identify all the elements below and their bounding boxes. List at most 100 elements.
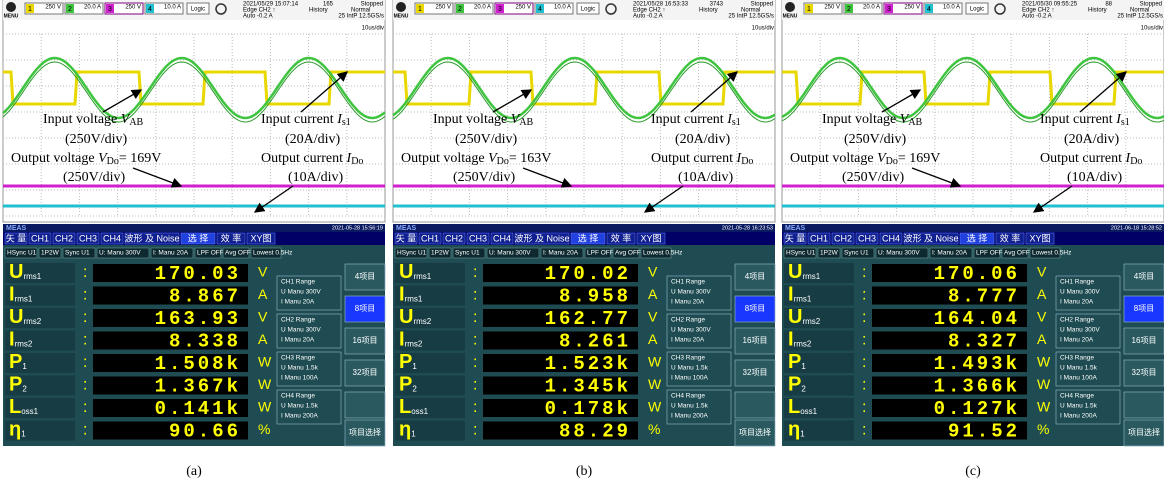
meter-unit: % — [1037, 421, 1049, 437]
setting: Avg OFF — [615, 250, 641, 257]
meter-topbar — [3, 224, 385, 232]
row-symbol: L — [788, 396, 800, 418]
range-i: I Manu 20A — [1060, 337, 1094, 344]
row-sub: rms2 — [413, 317, 431, 326]
range-channel: CH2 Range — [1060, 317, 1094, 324]
meter-value: 90.66 — [169, 421, 241, 443]
channel-number: 1 — [418, 6, 422, 13]
tab-label: 波形 及 Noise — [124, 232, 179, 243]
tab-label: 波形 及 Noise — [903, 232, 958, 243]
setting: Lowest 0.5Hz — [253, 250, 292, 257]
menu-label: MENU — [394, 13, 409, 19]
meter-unit: W — [648, 399, 662, 415]
channel-scale: 250 V — [515, 5, 531, 11]
menu-button-label: 8项目 — [1134, 304, 1154, 313]
colon: : — [83, 354, 87, 371]
row-symbol: P — [788, 374, 801, 396]
panel: MENU1250 V220.0 A3250 V410.0 ALogic2021/… — [782, 0, 1164, 479]
menu-button-label: 8项目 — [745, 304, 765, 313]
annotation: Input voltage VAB — [43, 112, 144, 128]
range-i: I Manu 200A — [281, 413, 319, 420]
range-channel: CH4 Range — [671, 393, 705, 400]
row-sub: rms2 — [405, 340, 423, 349]
annotation: Output voltage VDo= 169V — [11, 151, 161, 167]
meter-unit: V — [648, 264, 658, 280]
colon: : — [83, 287, 87, 304]
menu-icon — [396, 2, 406, 12]
annotation-text: Output voltage — [401, 151, 488, 166]
setting: U: Manu 300V — [489, 250, 531, 257]
setting: LPF OFF — [197, 250, 224, 257]
scope-screen — [782, 0, 1164, 222]
tab-label: 选 择 — [188, 232, 209, 243]
annotation: Input current Is1 — [261, 112, 351, 128]
annotation: Output current IDo — [651, 151, 753, 167]
channel-number: 3 — [498, 6, 502, 13]
colon: : — [473, 354, 477, 371]
meter-value: 162.77 — [545, 308, 631, 330]
setting: Lowest 0.5Hz — [643, 250, 682, 257]
meter-unit: W — [1037, 376, 1051, 392]
setting: HSync U1 — [786, 250, 816, 257]
row-sub: rms1 — [15, 295, 33, 304]
annotation-text: Input current — [1040, 112, 1116, 127]
meter-value: 1.508k — [155, 353, 241, 375]
annotation-text: Output current — [651, 151, 737, 166]
meter-unit: V — [258, 309, 268, 325]
annotation-text: Output voltage — [11, 151, 98, 166]
annotation-sub: AB — [908, 117, 922, 128]
row-sub: rms2 — [23, 317, 41, 326]
range-u: U Manu 1.5k — [281, 365, 319, 372]
row-sub: 2 — [22, 385, 27, 394]
row-sub: rms1 — [802, 272, 820, 281]
range-i: I Manu 100A — [281, 375, 319, 382]
auto: Auto -0.2 A — [243, 14, 273, 20]
row-symbol: U — [9, 306, 23, 328]
colon: : — [862, 309, 866, 326]
row-sub: rms2 — [802, 317, 820, 326]
meter-unit: W — [1037, 399, 1051, 415]
logic-label: Logic — [581, 7, 595, 13]
colon: : — [83, 399, 87, 416]
meter-title: MEAS — [396, 225, 417, 232]
annotation-text: Input voltage — [43, 112, 121, 127]
row-symbol: P — [399, 374, 412, 396]
colon: : — [473, 399, 477, 416]
annotation-text: Output current — [1040, 151, 1126, 166]
menu-button-label: 项目选择 — [739, 427, 771, 437]
meter-value: 8.338 — [169, 331, 241, 353]
annotation: (250V/div) — [453, 170, 516, 185]
setting: I: Manu 20A — [543, 250, 579, 257]
menu-button-label: 8项目 — [355, 304, 375, 313]
range-channel: CH1 Range — [671, 279, 705, 286]
menu-button — [1124, 392, 1164, 418]
history: History — [699, 8, 718, 14]
logic-label: Logic — [970, 7, 984, 13]
range-u: U Manu 300V — [671, 327, 711, 334]
colon: : — [862, 332, 866, 349]
rate: 25 IntP 12.5GS/s — [728, 14, 774, 20]
meter-unit: A — [648, 286, 658, 302]
annotation: (10A/div) — [288, 170, 344, 185]
tab-label: CH3 — [469, 233, 487, 243]
colon: : — [862, 287, 866, 304]
range-channel: CH3 Range — [1060, 355, 1094, 362]
annotation-text: (250V/div) — [842, 170, 905, 185]
channel-scale: 10.0 A — [554, 5, 571, 11]
annotation: (250V/div) — [63, 170, 126, 185]
tab-label: 矢 量 — [785, 232, 806, 243]
row-sub: rms1 — [413, 272, 431, 281]
meter-unit: W — [648, 354, 662, 370]
panel: MENU1250 V220.0 A3250 V410.0 ALogic2021/… — [393, 0, 775, 479]
annotation: (20A/div) — [1064, 132, 1120, 147]
setting: LPF OFF — [587, 250, 614, 257]
annotation: Output current IDo — [1040, 151, 1142, 167]
annotation-sub: Do — [886, 156, 898, 167]
annotation-text: Input current — [261, 112, 337, 127]
menu-button-label: 项目选择 — [349, 427, 381, 437]
meter-value: 0.178k — [545, 398, 631, 420]
channel-number: 2 — [847, 6, 851, 13]
timebase: 10us/div — [1141, 26, 1163, 32]
row-sub: oss1 — [800, 407, 817, 416]
annotation-text: (10A/div) — [678, 170, 734, 185]
